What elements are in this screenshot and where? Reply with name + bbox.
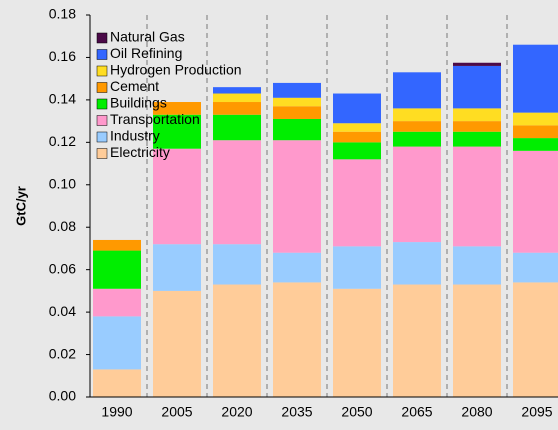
bar-segment: [453, 284, 501, 397]
y-tick-label: 0.10: [49, 175, 76, 191]
legend-label: Natural Gas: [110, 29, 185, 45]
legend-label: Cement: [110, 78, 159, 94]
bar-segment: [453, 62, 501, 66]
bar-segment: [93, 239, 141, 251]
y-tick-label: 0.06: [49, 260, 76, 276]
bar-segment: [513, 282, 558, 397]
bar-segment: [93, 288, 141, 317]
x-tick-label: 2020: [221, 404, 252, 420]
legend-swatch: [96, 82, 108, 93]
bar-segment: [213, 102, 261, 115]
legend-swatch: [96, 131, 108, 143]
legend-swatch: [96, 32, 108, 44]
x-tick-label: 2005: [161, 404, 192, 420]
bar-segment: [513, 112, 558, 126]
bar-segment: [333, 93, 381, 124]
bar-segment: [393, 284, 441, 397]
y-tick-label: 0.12: [49, 133, 76, 149]
bar-segment: [273, 282, 321, 397]
bar-segment: [453, 246, 501, 285]
bar-segment: [93, 369, 141, 397]
bar-segment: [153, 114, 201, 149]
bar-segment: [393, 242, 441, 285]
legend-swatch: [96, 115, 108, 126]
x-tick-label: 2080: [461, 404, 492, 420]
bar-segment: [393, 108, 441, 122]
bar-segment: [273, 82, 321, 98]
bar-segment: [513, 138, 558, 151]
x-tick-label: 2065: [401, 404, 432, 420]
bar-segment: [213, 114, 261, 141]
bar-segment: [213, 284, 261, 397]
legend-label: Buildings: [110, 95, 167, 111]
bar-segment: [453, 121, 501, 132]
legend-swatch: [96, 148, 108, 159]
legend-swatch: [96, 49, 108, 60]
legend-label: Electricity: [110, 144, 170, 160]
y-tick-label: 0.16: [49, 48, 76, 64]
bar-segment: [153, 102, 201, 115]
bar-segment: [273, 252, 321, 283]
legend-swatch: [96, 65, 108, 77]
y-tick-label: 0.14: [49, 91, 76, 107]
bar-segment: [333, 123, 381, 132]
bar-segment: [93, 250, 141, 289]
bar-segment: [213, 244, 261, 285]
legend-label: Transportation: [110, 111, 200, 127]
bar-segment: [393, 121, 441, 132]
bar-segment: [393, 72, 441, 109]
bar-segment: [333, 159, 381, 247]
bar-segment: [153, 244, 201, 291]
bar-segment: [273, 118, 321, 141]
bar-segment: [513, 252, 558, 283]
bar-segment: [153, 290, 201, 397]
y-axis-label: GtC/yr: [13, 186, 28, 226]
bar-segment: [333, 131, 381, 143]
x-tick-label: 2095: [521, 404, 552, 420]
bar-segment: [453, 131, 501, 147]
legend-swatch: [96, 98, 108, 110]
bar-segment: [333, 246, 381, 289]
legend-label: Oil Refining: [110, 45, 182, 61]
y-tick-label: 0.18: [49, 6, 76, 22]
bar-segment: [393, 146, 441, 243]
bar-segment: [393, 131, 441, 147]
bar-segment: [513, 125, 558, 139]
bar-segment: [333, 288, 381, 397]
x-tick-label: 2035: [281, 404, 312, 420]
bar-segment: [93, 316, 141, 370]
x-tick-label: 1990: [101, 404, 132, 420]
bar-segment: [453, 65, 501, 109]
x-tick-label: 2050: [341, 404, 372, 420]
bar-segment: [273, 97, 321, 107]
y-tick-label: 0.02: [49, 345, 76, 361]
y-tick-label: 0.00: [49, 388, 76, 404]
bar-segment: [213, 93, 261, 103]
bar-segment: [273, 106, 321, 119]
bar-segment: [513, 44, 558, 113]
bar-segment: [513, 150, 558, 253]
legend-label: Hydrogen Production: [110, 62, 242, 78]
bar-segment: [153, 148, 201, 245]
bar-segment: [453, 146, 501, 247]
bar-segment: [453, 108, 501, 122]
bar-segment: [213, 140, 261, 245]
bar-segment: [333, 142, 381, 160]
y-tick-label: 0.08: [49, 218, 76, 234]
y-tick-label: 0.04: [49, 303, 76, 319]
bar-segment: [273, 140, 321, 253]
bar-segment: [213, 87, 261, 94]
legend-label: Industry: [110, 128, 160, 144]
